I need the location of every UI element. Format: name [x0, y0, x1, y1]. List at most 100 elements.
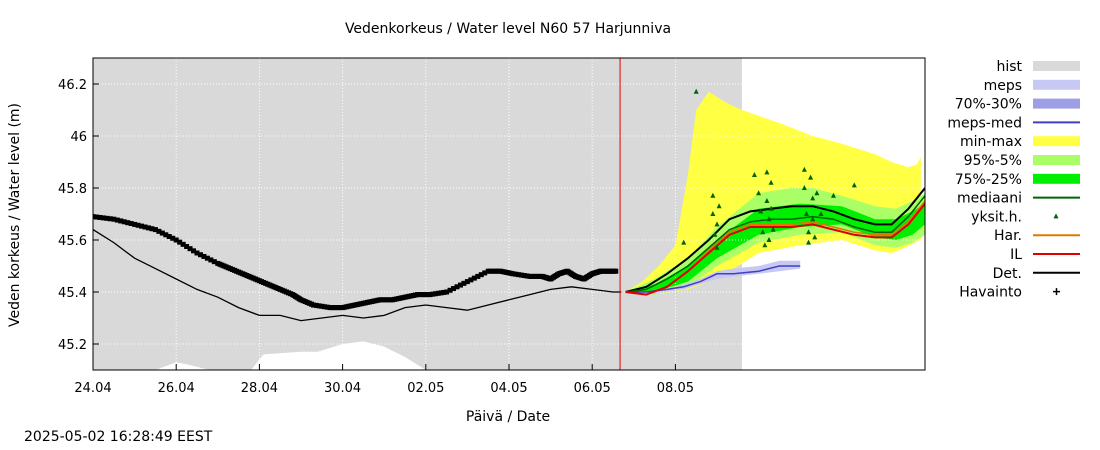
observed-point [121, 219, 127, 225]
legend-label: Har. [994, 228, 1022, 244]
y-tick-label: 45.8 [58, 182, 87, 197]
legend-swatch [1033, 79, 1080, 90]
observed-point [132, 221, 138, 227]
y-axis: 45.2 45.4 45.6 45.8 46 46.2 [58, 78, 99, 353]
single-forecast-point [803, 211, 809, 216]
single-forecast-point [768, 179, 774, 185]
il-line [625, 202, 925, 296]
observed-point [468, 277, 474, 283]
single-forecast-point [801, 185, 807, 190]
single-forecast-point [712, 231, 718, 237]
timestamp: 2025-05-02 16:28:49 EEST [24, 429, 213, 445]
observed-point [475, 273, 481, 279]
observed-point [156, 228, 162, 234]
observed-point [451, 286, 457, 292]
observed-point [524, 273, 530, 279]
observed-point [310, 302, 316, 308]
observed-point [197, 252, 203, 258]
observed-point [521, 273, 527, 279]
observed-point [478, 272, 484, 278]
single-forecast-point [806, 239, 812, 245]
observed-point [211, 259, 217, 265]
observed-point [441, 289, 447, 295]
observed-point [510, 271, 516, 277]
observed-point [114, 217, 120, 223]
observed-point [435, 290, 441, 296]
observed-point [184, 244, 190, 249]
y-tick-label: 45.6 [58, 234, 87, 249]
observed-point [454, 284, 460, 290]
observed-point [111, 216, 117, 222]
legend-swatch [1033, 155, 1080, 165]
observed-point [100, 215, 106, 221]
observed-point [430, 291, 436, 297]
single-forecast-point [710, 211, 716, 216]
observed-point [152, 227, 158, 233]
hist-band [93, 58, 742, 370]
observed-point [204, 255, 210, 261]
legend-label: 75%-25% [955, 172, 1022, 188]
observed-point [322, 304, 328, 310]
single-forecast-point [751, 172, 757, 177]
single-forecast-point [762, 242, 768, 248]
y-tick-label: 45.4 [58, 286, 87, 301]
single-forecast-point [814, 190, 820, 196]
observed-point [173, 237, 179, 243]
legend-swatch [1033, 61, 1080, 71]
observed-point [613, 268, 619, 274]
observed-point [135, 222, 141, 228]
observed-point [128, 221, 134, 227]
observed-point [118, 218, 124, 224]
single-forecast-point [760, 229, 766, 235]
observed-point [125, 220, 131, 226]
x-tick-label: 02.05 [407, 381, 444, 396]
legend-label: IL [1010, 247, 1022, 263]
y-tick-label: 46.2 [58, 78, 87, 93]
observed-point [107, 216, 113, 222]
y-axis-label: Veden korkeus / Water level (m) [7, 103, 23, 327]
single-forecast-point [764, 198, 770, 203]
single-forecast-point [766, 237, 772, 242]
observed-point [145, 225, 151, 231]
single-forecast-point [851, 182, 857, 188]
legend-label: min-max [960, 134, 1022, 150]
legend-swatch [1033, 98, 1080, 109]
single-forecast-point [812, 234, 818, 240]
observed-point [104, 215, 110, 221]
observed-point [313, 302, 319, 308]
single-forecast-point [801, 166, 807, 172]
legend-swatch [1033, 136, 1080, 147]
observed-point [208, 257, 214, 263]
single-forecast-point [710, 192, 716, 198]
single-forecast-point [806, 229, 812, 235]
legend-label: mediaani [957, 191, 1022, 207]
observed-point [427, 292, 433, 298]
single-forecast-point [810, 216, 816, 222]
meps-band [625, 260, 801, 295]
det-line [625, 187, 925, 293]
single-forecast-point [830, 192, 836, 198]
single-forecast-point [764, 169, 770, 175]
legend-label: hist [996, 59, 1022, 75]
single-forecast-point [714, 244, 720, 250]
single-forecast-point [716, 203, 722, 209]
chart-title: Vedenkorkeus / Water level N60 57 Harjun… [345, 21, 671, 37]
observed-point [139, 223, 145, 229]
single-forecast-point [758, 208, 764, 214]
legend: hist meps 70%-30% meps-med min-max 95%-5% 75%-… [947, 59, 1080, 301]
historical-line [93, 229, 622, 322]
observed-point [159, 230, 165, 236]
x-tick-label: 08.05 [657, 381, 694, 396]
observed-point [149, 226, 155, 232]
observed-point [142, 224, 148, 230]
y-tick-label: 45.2 [58, 338, 87, 353]
legend-label: meps [984, 78, 1022, 94]
observed-point [191, 248, 197, 254]
observed-point [177, 239, 183, 245]
observed-point [433, 291, 439, 297]
x-tick-label: 30.04 [324, 381, 361, 396]
x-axis: 24.04 26.04 28.04 30.04 02.05 04.05 06.05 08.05 [74, 364, 694, 396]
x-tick-label: 04.05 [490, 381, 527, 396]
observed-point [166, 234, 172, 240]
legend-label: 95%-5% [964, 153, 1022, 169]
